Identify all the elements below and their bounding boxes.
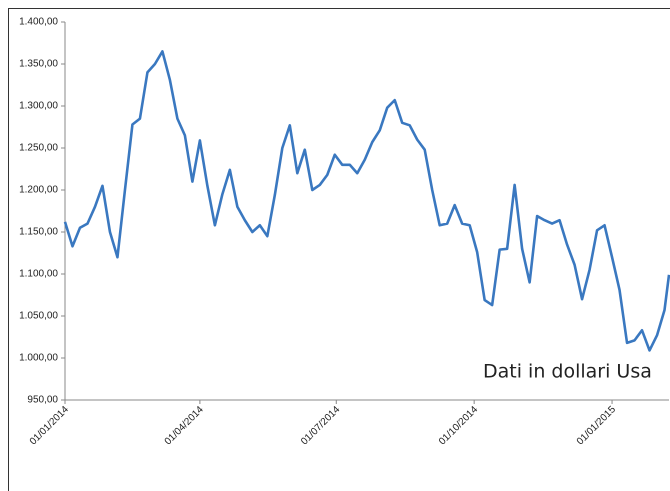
x-tick-label: 01/01/2015	[575, 404, 618, 447]
x-tick-label: 01/10/2014	[437, 404, 480, 447]
y-tick-label: 1.250,00	[19, 143, 58, 154]
y-tick-label: 1.200,00	[19, 185, 58, 196]
y-tick-label: 1.100,00	[19, 269, 58, 280]
y-tick-label: 1.400,00	[19, 17, 58, 28]
y-tick-label: 1.000,00	[19, 353, 58, 364]
x-tick-label: 01/04/2014	[163, 404, 206, 447]
chart-frame	[8, 8, 670, 491]
x-tick-label: 01/07/2014	[299, 404, 342, 447]
x-tick-label: 01/01/2014	[28, 404, 71, 447]
data-line	[63, 50, 670, 352]
y-tick-label: 1.350,00	[19, 59, 58, 70]
y-tick-label: 1.150,00	[19, 227, 58, 238]
y-tick-label: 1.300,00	[19, 101, 58, 112]
y-tick-label: 1.050,00	[19, 311, 58, 322]
annotation: Dati in dollari Usa	[483, 361, 652, 383]
y-tick-label: 950,00	[27, 395, 58, 406]
